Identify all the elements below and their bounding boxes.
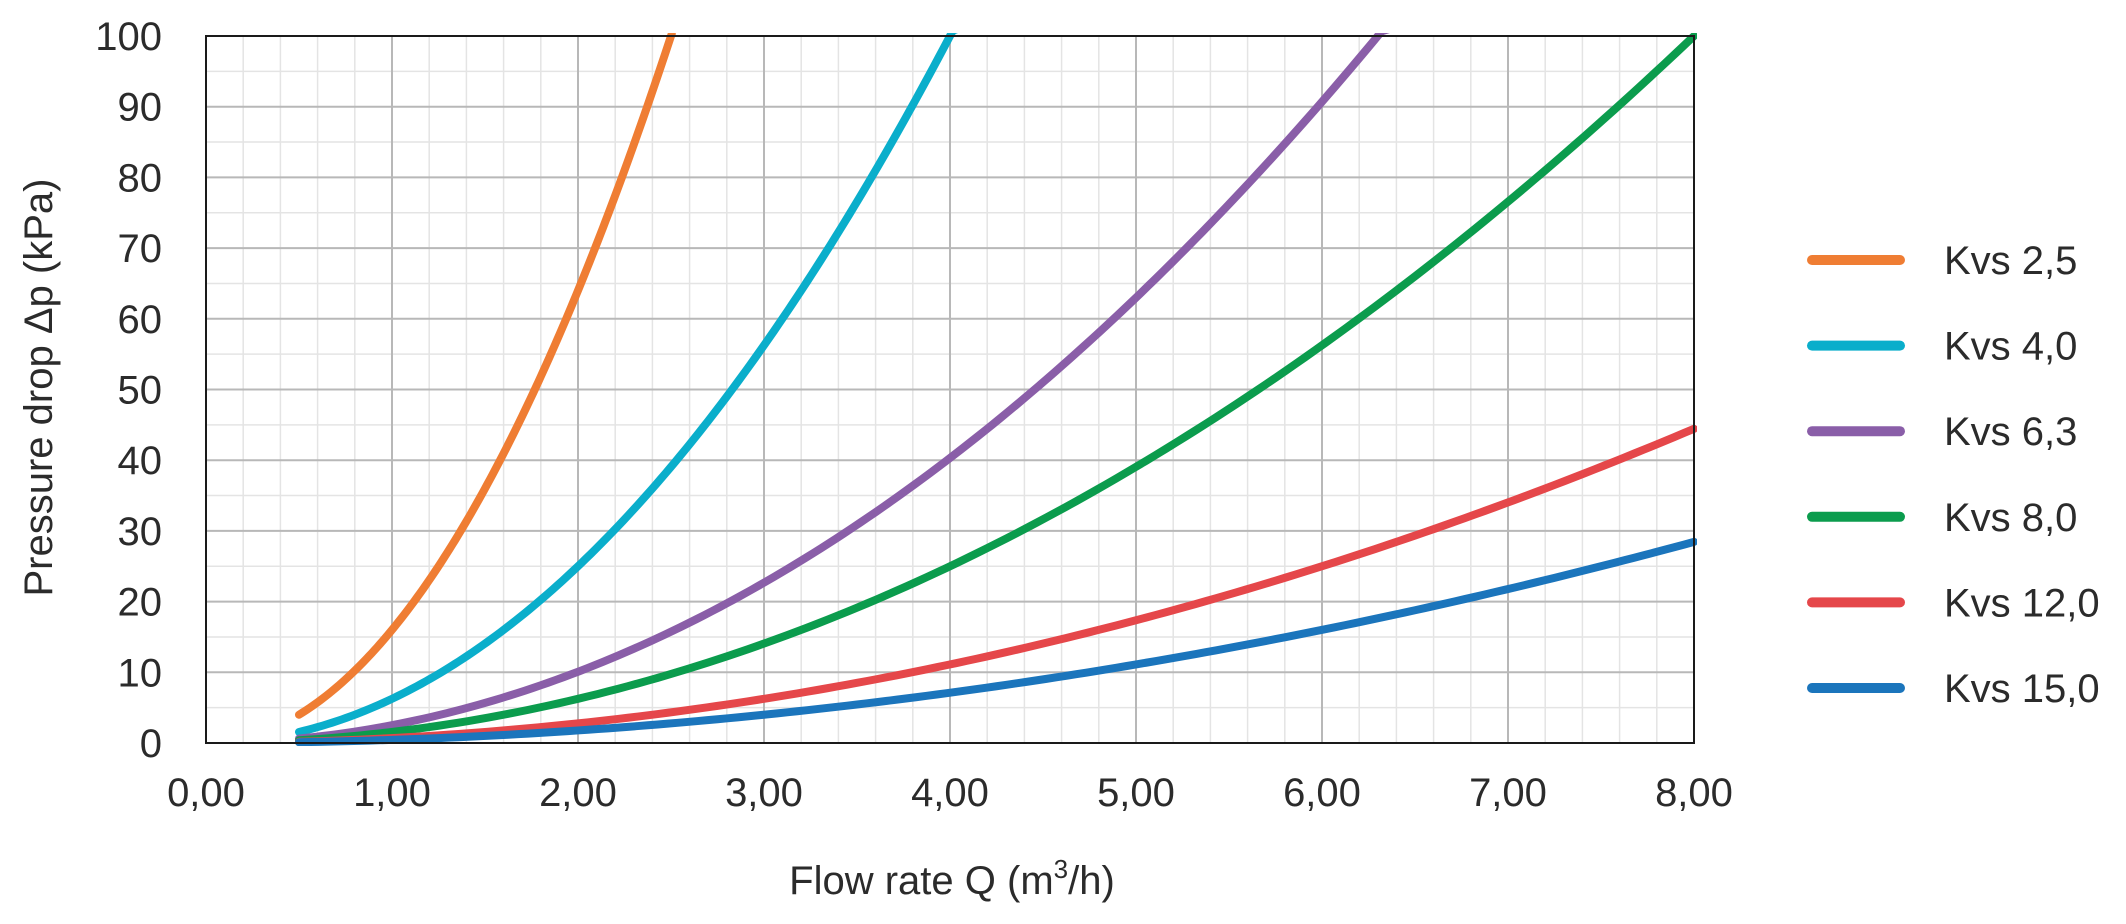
- x-tick-label: 5,00: [1097, 771, 1175, 815]
- y-tick-label: 40: [118, 439, 163, 483]
- x-tick-label: 2,00: [539, 771, 617, 815]
- y-tick-label: 60: [118, 298, 163, 342]
- series-line-3: [295, 33, 1390, 743]
- y-tick-label: 10: [118, 651, 163, 695]
- y-tick-label: 70: [118, 227, 163, 271]
- y-tick-labels: 0 10 20 30 40 50 60 70 80 90 100: [95, 15, 162, 766]
- legend-label-6: Kvs 15,0: [1944, 667, 2100, 711]
- y-axis-title: Pressure drop Δp (kPa): [17, 179, 61, 597]
- y-tick-label: 100: [95, 15, 162, 59]
- x-tick-label: 8,00: [1655, 771, 1733, 815]
- y-tick-label: 90: [118, 86, 163, 130]
- x-tick-label: 3,00: [725, 771, 803, 815]
- x-axis-title-prefix: Flow rate Q (m: [789, 859, 1053, 903]
- y-tick-label: 20: [118, 581, 163, 625]
- legend-label-5: Kvs 12,0: [1944, 581, 2100, 625]
- legend-label-1: Kvs 2,5: [1944, 239, 2077, 283]
- series-line-5: [295, 424, 1697, 746]
- series-line-6: [295, 537, 1697, 746]
- series-group: [295, 33, 1697, 746]
- x-axis-title-suffix: /h): [1068, 859, 1115, 903]
- y-tick-label: 80: [118, 156, 163, 200]
- series-line-1: [295, 33, 677, 719]
- x-tick-label: 6,00: [1283, 771, 1361, 815]
- y-tick-label: 0: [140, 722, 162, 766]
- x-axis-title-superscript: 3: [1054, 854, 1068, 884]
- y-tick-label: 50: [118, 369, 163, 413]
- x-tick-labels: 0,00 1,00 2,00 3,00 4,00 5,00 6,00 7,00 8,00: [167, 771, 1733, 815]
- legend: Kvs 2,5 Kvs 4,0 Kvs 6,3 Kvs 8,0 Kvs 12,0 Kvs …: [1807, 239, 2100, 711]
- series-line-4: [295, 33, 1697, 745]
- x-tick-label: 0,00: [167, 771, 245, 815]
- x-tick-label: 1,00: [353, 771, 431, 815]
- legend-label-2: Kvs 4,0: [1944, 325, 2077, 369]
- legend-label-3: Kvs 6,3: [1944, 410, 2077, 454]
- x-tick-label: 7,00: [1469, 771, 1547, 815]
- major-grid: [206, 36, 1694, 743]
- x-axis-title: Flow rate Q (m3/h): [789, 854, 1115, 903]
- plot-frame: [205, 35, 1695, 744]
- y-tick-label: 30: [118, 510, 163, 554]
- series-layer: [295, 33, 1697, 746]
- legend-label-4: Kvs 8,0: [1944, 496, 2077, 540]
- x-tick-label: 4,00: [911, 771, 989, 815]
- series-line-2: [295, 33, 959, 736]
